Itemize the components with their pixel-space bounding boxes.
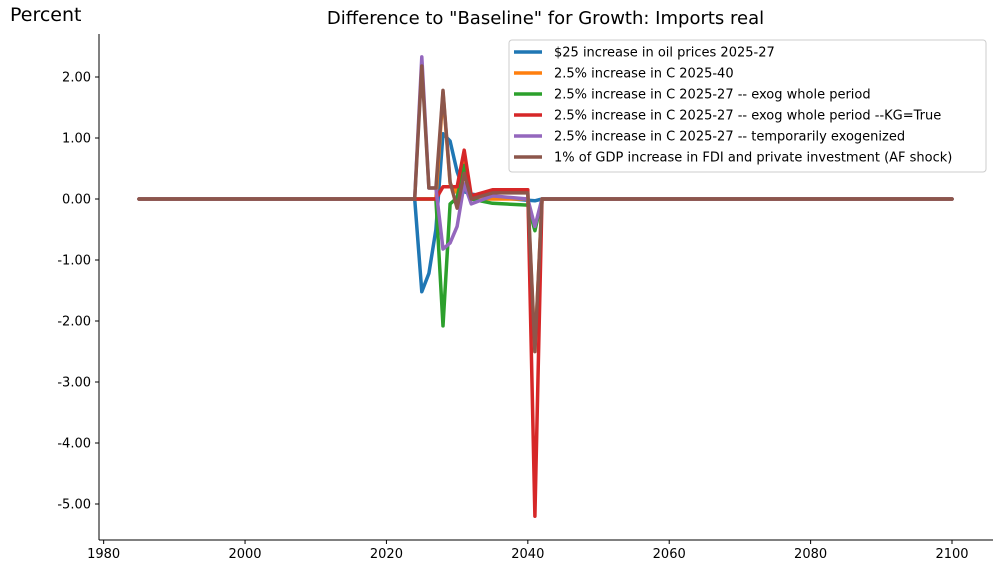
series-layer bbox=[137, 55, 954, 518]
x-tick-label: 2040 bbox=[511, 547, 544, 562]
y-axis-label: Percent bbox=[10, 4, 82, 26]
y-tick-label: -2.00 bbox=[57, 315, 91, 330]
legend-label-6: 1% of GDP increase in FDI and private in… bbox=[554, 151, 952, 166]
series-line-6 bbox=[137, 64, 954, 354]
y-tick-label: 1.00 bbox=[62, 132, 91, 147]
legend: $25 increase in oil prices 2025-27 2.5% i… bbox=[508, 39, 987, 173]
legend-label-3: 2.5% increase in C 2025-27 -- exog whole… bbox=[554, 88, 871, 103]
legend-label-5: 2.5% increase in C 2025-27 -- temporaril… bbox=[554, 130, 905, 145]
y-tick-label: -1.00 bbox=[57, 254, 91, 269]
x-tick-label: 2060 bbox=[653, 547, 686, 562]
y-tick-label: 2.00 bbox=[62, 71, 91, 86]
x-tick-label: 2000 bbox=[228, 547, 261, 562]
x-tick-label: 1980 bbox=[87, 547, 120, 562]
series-line-3 bbox=[137, 163, 954, 328]
x-tick-label: 2080 bbox=[794, 547, 827, 562]
y-tick-label: 0.00 bbox=[62, 193, 91, 208]
chart-title: Difference to "Baseline" for Growth: Imp… bbox=[326, 8, 765, 29]
legend-box bbox=[508, 39, 987, 173]
y-tick-label: -3.00 bbox=[57, 376, 91, 391]
y-tick-label: -5.00 bbox=[57, 498, 91, 513]
legend-label-2: 2.5% increase in C 2025-40 bbox=[554, 67, 734, 82]
axes: 2.00 1.00 0.00 -1.00 -2.00 -3.00 -4.00 -5.00 198… bbox=[57, 34, 993, 562]
legend-label-1: $25 increase in oil prices 2025-27 bbox=[554, 46, 775, 61]
legend-label-4: 2.5% increase in C 2025-27 -- exog whole… bbox=[554, 109, 941, 124]
series-line-4 bbox=[137, 148, 954, 518]
x-tick-label: 2100 bbox=[935, 547, 968, 562]
y-tick-label: -4.00 bbox=[57, 437, 91, 452]
x-tick-label: 2020 bbox=[370, 547, 403, 562]
